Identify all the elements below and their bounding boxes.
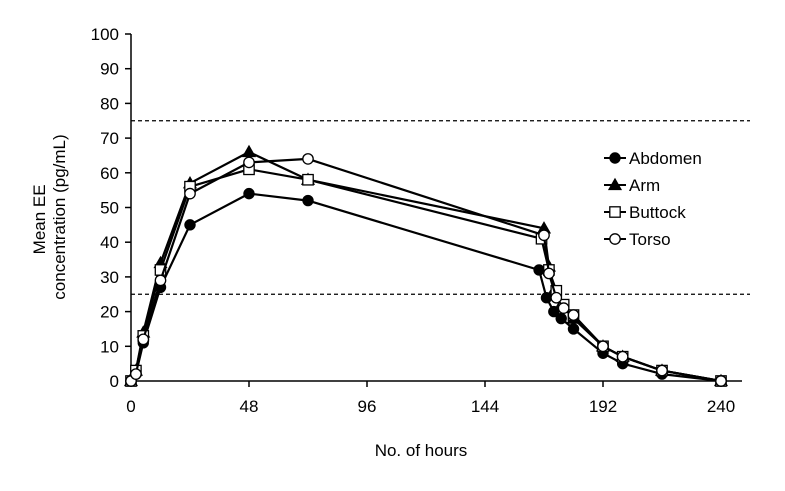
legend-marker-arm	[607, 177, 623, 191]
y-tick-label: 40	[100, 233, 119, 252]
data-point-abdomen	[184, 219, 196, 231]
x-tick-label: 48	[240, 397, 259, 416]
legend: Abdomen Arm Buttock Torso	[604, 149, 702, 249]
y-tick-label: 70	[100, 129, 119, 148]
data-point-torso	[184, 187, 196, 200]
data-point-torso	[243, 156, 255, 169]
data-point-torso	[597, 340, 609, 353]
legend-marker-torso	[609, 233, 621, 245]
legend-label-buttock: Buttock	[629, 203, 686, 222]
y-axis-label-line-2: concentration (pg/mL)	[50, 134, 69, 299]
data-point-torso	[550, 291, 563, 304]
y-tick-label: 50	[100, 199, 119, 218]
legend-label-abdomen: Abdomen	[629, 149, 702, 168]
reference-lines	[131, 120, 750, 295]
legend-marker-buttock	[609, 206, 621, 218]
y-tick-label: 80	[100, 94, 119, 113]
y-tick-label: 0	[110, 372, 119, 391]
data-point-torso	[567, 309, 580, 321]
data-point-torso	[538, 229, 550, 242]
series-group	[123, 144, 729, 387]
data-point-buttock	[302, 173, 314, 186]
data-point-torso	[616, 350, 629, 363]
axes: 0 10 20 30 40 50 60 70 80 90 100 0 48 96 144 192 240	[91, 25, 742, 416]
series-line-torso	[130, 157, 722, 383]
legend-item-arm: Arm	[604, 176, 660, 195]
x-tick-label: 0	[126, 397, 135, 416]
data-point-torso	[543, 267, 555, 280]
y-tick-label: 60	[100, 164, 119, 183]
data-point-torso	[715, 375, 727, 387]
legend-item-torso: Torso	[604, 230, 671, 249]
data-point-abdomen	[243, 187, 255, 200]
legend-marker-abdomen	[609, 152, 621, 164]
x-axis-label: No. of hours	[375, 441, 468, 460]
legend-item-abdomen: Abdomen	[604, 149, 702, 168]
x-tick-label: 96	[358, 397, 377, 416]
x-tick-label: 144	[471, 397, 499, 416]
legend-label-torso: Torso	[629, 230, 671, 249]
data-point-abdomen	[567, 323, 580, 335]
x-tick-label: 240	[707, 397, 735, 416]
series-torso	[125, 153, 727, 387]
data-point-torso	[154, 274, 167, 287]
data-point-abdomen	[302, 194, 314, 207]
legend-item-buttock: Buttock	[604, 203, 686, 222]
data-point-abdomen	[555, 312, 567, 325]
y-axis-label: Mean EE concentration (pg/mL)	[30, 134, 69, 299]
x-tick-label: 192	[589, 397, 617, 416]
data-point-arm	[241, 144, 257, 158]
series-line-buttock	[130, 168, 722, 383]
y-tick-label: 100	[91, 25, 119, 44]
y-tick-label: 20	[100, 303, 119, 322]
legend-label-arm: Arm	[629, 176, 660, 195]
data-point-torso	[557, 302, 570, 314]
data-point-torso	[130, 368, 142, 380]
y-tick-label: 90	[100, 60, 119, 79]
data-point-torso	[656, 364, 668, 377]
data-point-abdomen	[533, 264, 545, 276]
y-axis-label-line-1: Mean EE	[30, 184, 49, 254]
y-tick-label: 10	[100, 337, 119, 356]
data-point-torso	[302, 153, 314, 165]
data-point-torso	[137, 333, 150, 346]
y-tick-label: 30	[100, 268, 119, 287]
series-line-abdomen	[130, 192, 722, 383]
